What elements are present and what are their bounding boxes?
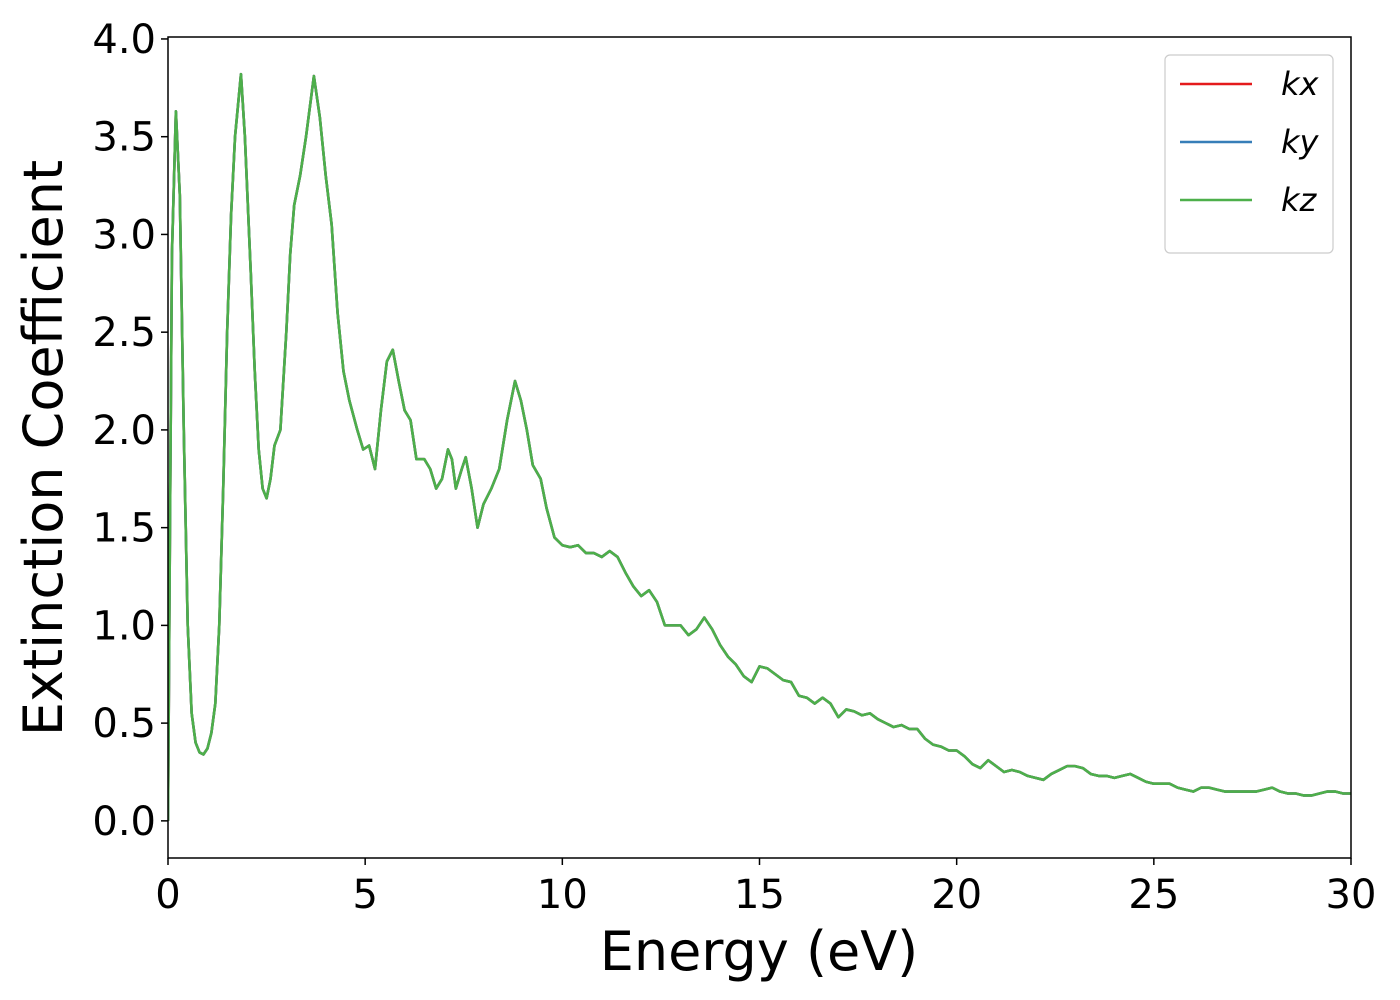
legend-label: kz bbox=[1281, 181, 1318, 219]
y-tick-label: 0.5 bbox=[92, 701, 156, 747]
legend: kx ky kz bbox=[1164, 54, 1334, 254]
x-tick-label: 25 bbox=[1128, 872, 1179, 918]
x-tick-label: 0 bbox=[155, 872, 180, 918]
y-tick-label: 1.0 bbox=[92, 603, 156, 649]
plot-frame bbox=[167, 36, 1352, 859]
legend-box bbox=[1164, 54, 1334, 254]
series-line bbox=[168, 72, 1351, 821]
y-tick-label: 4.0 bbox=[92, 17, 156, 63]
x-tick-label: 15 bbox=[734, 872, 785, 918]
y-axis-label: Extinction Coefficient bbox=[12, 160, 75, 736]
x-axis-label: Energy (eV) bbox=[600, 920, 919, 983]
plot-area bbox=[168, 72, 1351, 821]
legend-label: ky bbox=[1281, 123, 1320, 161]
y-tick-label: 3.0 bbox=[92, 212, 156, 258]
x-tick-label: 10 bbox=[537, 872, 588, 918]
y-tick-label: 2.0 bbox=[92, 408, 156, 454]
legend-label: kx bbox=[1281, 65, 1320, 103]
x-tick-label: 30 bbox=[1326, 872, 1377, 918]
x-tick-label: 20 bbox=[931, 872, 982, 918]
y-tick-label: 1.5 bbox=[92, 506, 156, 552]
y-tick-label: 0.0 bbox=[92, 799, 156, 845]
y-tick-label: 2.5 bbox=[92, 310, 156, 356]
y-tick-label: 3.5 bbox=[92, 115, 156, 161]
x-tick-label: 5 bbox=[352, 872, 377, 918]
